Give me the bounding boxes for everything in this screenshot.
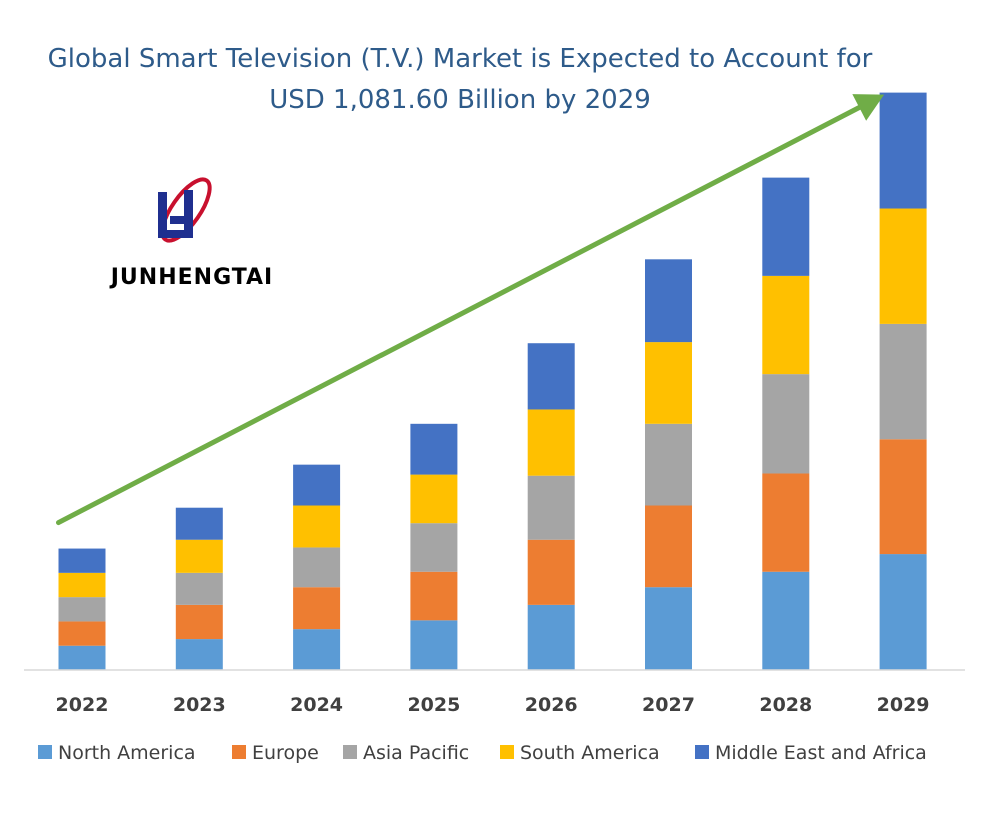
x-axis-ticks: 2022 2023 2024 2025 2026 2027 2028 2029	[56, 694, 930, 716]
legend-item-north-america: North America	[38, 742, 196, 764]
logo-emblem-icon	[158, 177, 212, 243]
bar-south-america-2023	[175, 539, 223, 573]
bar-north-america-2023	[175, 639, 223, 670]
bar-europe-2024	[293, 587, 341, 630]
bar-middle-east-and-africa-2025	[410, 423, 458, 475]
legend-swatch-north-america	[38, 745, 52, 759]
bar-middle-east-and-africa-2024	[293, 464, 341, 506]
legend-item-middle-east-and-africa: Middle East and Africa	[695, 742, 927, 764]
logo-text: JUNHENGTAI	[109, 265, 274, 290]
bar-middle-east-and-africa-2026	[527, 343, 575, 410]
bar-north-america-2029	[879, 554, 927, 670]
bar-south-america-2022	[58, 572, 106, 598]
bar-europe-2029	[879, 439, 927, 555]
x-tick-label-2027: 2027	[642, 694, 695, 716]
bar-south-america-2026	[527, 409, 575, 476]
bar-asia-pacific-2022	[58, 597, 106, 622]
legend-label-europe: Europe	[252, 742, 319, 764]
legend-swatch-asia-pacific	[343, 745, 357, 759]
trend-arrow-head-icon	[852, 94, 885, 121]
bar-europe-2023	[175, 604, 223, 640]
legend-label-south-america: South America	[520, 742, 660, 764]
legend: North America Europe Asia Pacific South Ame…	[38, 742, 927, 764]
bar-south-america-2024	[293, 505, 341, 548]
legend-item-asia-pacific: Asia Pacific	[343, 742, 469, 764]
bar-south-america-2028	[762, 275, 810, 375]
bar-asia-pacific-2028	[762, 374, 810, 474]
legend-label-middle-east-and-africa: Middle East and Africa	[715, 742, 927, 764]
legend-label-north-america: North America	[58, 742, 196, 764]
bar-asia-pacific-2025	[410, 523, 458, 572]
legend-swatch-south-america	[500, 745, 514, 759]
legend-swatch-middle-east-and-africa	[695, 745, 709, 759]
trend-layer	[56, 94, 885, 526]
legend-item-south-america: South America	[500, 742, 660, 764]
bar-south-america-2025	[410, 474, 458, 524]
x-tick-label-2029: 2029	[877, 694, 930, 716]
bar-asia-pacific-2027	[645, 423, 692, 506]
x-tick-label-2028: 2028	[759, 694, 812, 716]
bars-layer	[58, 92, 927, 670]
x-tick-label-2023: 2023	[173, 694, 226, 716]
bar-middle-east-and-africa-2023	[175, 507, 223, 540]
bar-middle-east-and-africa-2029	[879, 92, 927, 209]
bar-europe-2027	[645, 505, 692, 588]
chart-title-line-2: USD 1,081.60 Billion by 2029	[269, 85, 651, 115]
trend-arrow-line	[56, 104, 862, 526]
bar-europe-2022	[58, 621, 106, 646]
bar-north-america-2027	[645, 587, 692, 670]
bar-north-america-2026	[527, 604, 575, 670]
bar-north-america-2028	[762, 571, 810, 670]
bar-north-america-2024	[293, 629, 341, 670]
bar-middle-east-and-africa-2027	[645, 259, 692, 343]
x-tick-label-2026: 2026	[525, 694, 578, 716]
bar-europe-2026	[527, 539, 575, 605]
bar-north-america-2025	[410, 620, 458, 670]
legend-label-asia-pacific: Asia Pacific	[363, 742, 469, 764]
bar-europe-2025	[410, 571, 458, 621]
bar-middle-east-and-africa-2028	[762, 177, 810, 276]
bar-asia-pacific-2023	[175, 572, 223, 605]
legend-swatch-europe	[232, 745, 246, 759]
x-tick-label-2024: 2024	[290, 694, 343, 716]
bar-europe-2028	[762, 473, 810, 572]
bar-north-america-2022	[58, 645, 106, 670]
legend-item-europe: Europe	[232, 742, 319, 764]
x-tick-label-2025: 2025	[407, 694, 460, 716]
logo: JUNHENGTAI	[109, 177, 274, 290]
bar-asia-pacific-2026	[527, 475, 575, 540]
bar-south-america-2027	[645, 342, 692, 424]
bar-south-america-2029	[879, 208, 927, 324]
chart-title-line-1: Global Smart Television (T.V.) Market is…	[48, 44, 873, 74]
bar-asia-pacific-2024	[293, 547, 341, 588]
bar-middle-east-and-africa-2022	[58, 548, 106, 573]
x-tick-label-2022: 2022	[56, 694, 109, 716]
bar-asia-pacific-2029	[879, 323, 927, 440]
